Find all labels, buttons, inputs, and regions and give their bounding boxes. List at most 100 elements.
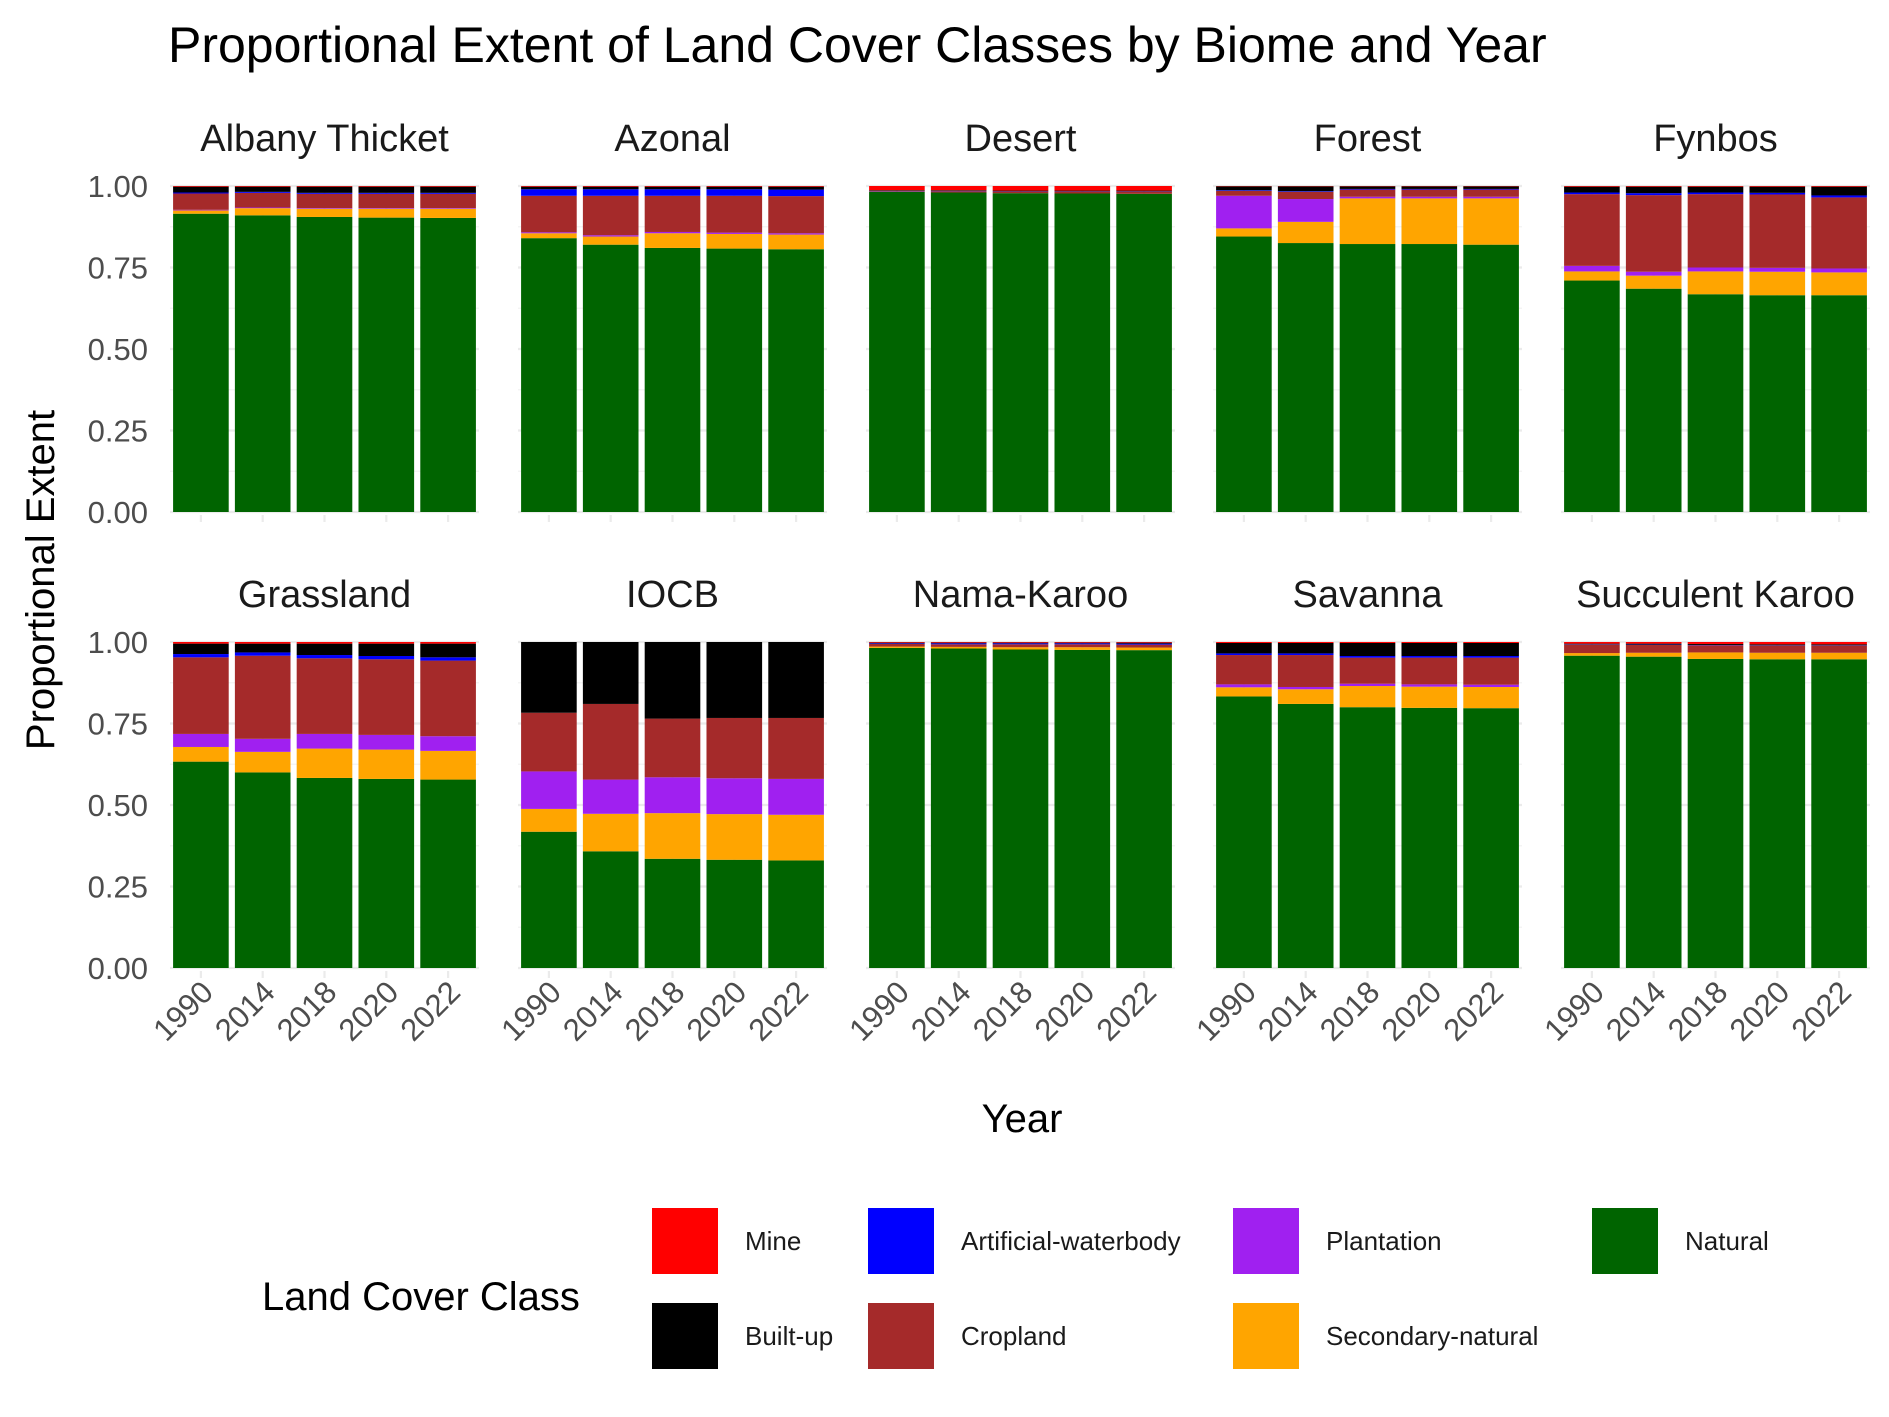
- bar-azonal-2014-mine: [582, 186, 639, 187]
- bar-azonal-2018-secondary-natural: [644, 233, 701, 248]
- facet-title-grassland: Grassland: [238, 574, 411, 616]
- legend-label-mine: Mine: [745, 1226, 801, 1256]
- bar-fynbos-2020-mine: [1749, 186, 1806, 187]
- bar-grassland-2020-cropland: [358, 659, 415, 735]
- bar-nama-karoo-1990-natural: [869, 647, 925, 968]
- bar-albany-thicket-2018-artificial-waterbody: [296, 192, 353, 194]
- legend-item-plantation: Plantation: [1233, 1208, 1442, 1274]
- facet-panels: Albany Thicket 0.00 0.25 0.50 0.75 1.00 Azonal…: [88, 118, 1870, 1048]
- y-tick-label: 1.00: [88, 625, 148, 660]
- bar-succulent-karoo-2014-natural: [1625, 656, 1682, 968]
- x-tick-label: 2022: [1785, 974, 1859, 1048]
- bar-succulent-karoo-2018-built-up: [1687, 643, 1744, 645]
- bar-nama-karoo-2014-cropland: [930, 644, 987, 647]
- bar-grassland-1990-secondary-natural: [173, 746, 229, 762]
- legend: Land Cover Class Mine Built-up Artificial-…: [262, 1208, 1769, 1369]
- legend-swatch-mine: [652, 1208, 718, 1274]
- bar-desert-2020-cropland: [1054, 191, 1111, 194]
- bar-nama-karoo-2018-secondary-natural: [992, 647, 1049, 650]
- bar-grassland-2020-built-up: [358, 643, 415, 657]
- bar-nama-karoo-2020-artificial-waterbody: [1054, 643, 1111, 645]
- bar-albany-thicket-2020-artificial-waterbody: [358, 192, 415, 194]
- bar-fynbos-2020-natural: [1749, 295, 1806, 512]
- bar-savanna-2022-artificial-waterbody: [1463, 656, 1519, 658]
- bar-fynbos-2020-plantation: [1749, 267, 1806, 272]
- bar-fynbos-2022-secondary-natural: [1811, 272, 1867, 296]
- y-tick-label: 0.50: [88, 332, 148, 367]
- facet-title-albany-thicket: Albany Thicket: [200, 118, 449, 160]
- bar-albany-thicket-2014-artificial-waterbody: [234, 191, 291, 193]
- bar-albany-thicket-2022-cropland: [420, 193, 476, 209]
- bar-grassland-2022-built-up: [420, 643, 476, 658]
- legend-item-built-up: Built-up: [652, 1303, 833, 1369]
- legend-swatch-cropland: [868, 1303, 934, 1369]
- bar-succulent-karoo-2018-natural: [1687, 658, 1744, 968]
- bar-forest-2020-natural: [1401, 244, 1458, 512]
- bar-albany-thicket-2014-mine: [234, 186, 291, 187]
- legend-swatch-natural: [1592, 1208, 1658, 1274]
- bar-fynbos-2022-mine: [1811, 186, 1867, 187]
- bar-azonal-1990-artificial-waterbody: [521, 189, 577, 196]
- bar-grassland-1990-built-up: [173, 643, 229, 655]
- bar-desert-1990-cropland: [869, 191, 925, 192]
- bar-grassland-2014-mine: [234, 642, 291, 644]
- bar-grassland-1990-plantation: [173, 733, 229, 747]
- bar-savanna-2020-plantation: [1401, 684, 1458, 687]
- bar-iocb-2018-natural: [644, 858, 701, 968]
- bar-nama-karoo-2022-built-up: [1116, 642, 1172, 644]
- bar-albany-thicket-2014-secondary-natural: [234, 208, 291, 216]
- bar-forest-2014-secondary-natural: [1277, 221, 1334, 244]
- bar-albany-thicket-2018-mine: [296, 186, 353, 187]
- facet-panel-albany-thicket: Albany Thicket 0.00 0.25 0.50 0.75 1.00: [88, 118, 479, 530]
- bar-nama-karoo-2014-secondary-natural: [930, 646, 987, 649]
- legend-items: Mine Built-up Artificial-waterbody Cropland…: [652, 1208, 1769, 1369]
- bar-succulent-karoo-2014-mine: [1625, 642, 1682, 644]
- bar-savanna-2014-built-up: [1277, 642, 1334, 654]
- bar-albany-thicket-2018-natural: [296, 216, 353, 512]
- legend-item-artificial-waterbody: Artificial-waterbody: [868, 1208, 1181, 1274]
- bar-savanna-2022-mine: [1463, 642, 1519, 643]
- bar-fynbos-2018-plantation: [1687, 267, 1744, 272]
- bar-nama-karoo-2014-mine: [930, 642, 987, 643]
- y-tick-label: 0.25: [88, 414, 148, 449]
- bar-azonal-2022-secondary-natural: [768, 234, 824, 250]
- bar-savanna-2018-artificial-waterbody: [1339, 656, 1396, 658]
- bar-fynbos-2018-natural: [1687, 294, 1744, 512]
- bar-succulent-karoo-2020-natural: [1749, 659, 1806, 968]
- bar-nama-karoo-2018-built-up: [992, 642, 1049, 644]
- bar-fynbos-1990-secondary-natural: [1564, 271, 1620, 281]
- bar-nama-karoo-2018-artificial-waterbody: [992, 643, 1049, 645]
- bar-grassland-1990-cropland: [173, 657, 229, 734]
- bar-albany-thicket-2014-plantation: [234, 207, 291, 209]
- bar-iocb-2020-cropland: [706, 717, 763, 779]
- bar-fynbos-2014-plantation: [1625, 271, 1682, 276]
- legend-title: Land Cover Class: [262, 1275, 580, 1319]
- bar-iocb-2018-cropland: [644, 718, 701, 778]
- bar-fynbos-2022-artificial-waterbody: [1811, 195, 1867, 198]
- legend-swatch-secondary-natural: [1233, 1303, 1299, 1369]
- legend-item-cropland: Cropland: [868, 1303, 1067, 1369]
- bar-fynbos-2022-natural: [1811, 295, 1867, 512]
- bar-succulent-karoo-2018-secondary-natural: [1687, 652, 1744, 659]
- bar-azonal-2022-mine: [768, 186, 824, 187]
- bar-nama-karoo-2014-natural: [930, 648, 987, 968]
- x-tick-label: 2020: [332, 974, 406, 1048]
- x-tick-label: 1990: [1189, 974, 1263, 1048]
- bar-forest-2022-plantation: [1463, 196, 1519, 199]
- bar-succulent-karoo-2022-secondary-natural: [1811, 652, 1867, 660]
- bar-nama-karoo-2020-built-up: [1054, 642, 1111, 644]
- bar-desert-2014-mine: [930, 186, 987, 191]
- bar-forest-2020-secondary-natural: [1401, 198, 1458, 245]
- bar-savanna-2018-mine: [1339, 642, 1396, 643]
- bar-albany-thicket-2020-secondary-natural: [358, 208, 415, 218]
- legend-label-artificial-waterbody: Artificial-waterbody: [961, 1226, 1181, 1256]
- y-axis-title: Proportional Extent: [19, 410, 63, 750]
- bar-iocb-2020-plantation: [706, 778, 763, 815]
- bar-albany-thicket-1990-mine: [173, 186, 229, 187]
- y-tick-label: 0.00: [88, 495, 148, 530]
- bar-savanna-2020-cropland: [1401, 657, 1458, 685]
